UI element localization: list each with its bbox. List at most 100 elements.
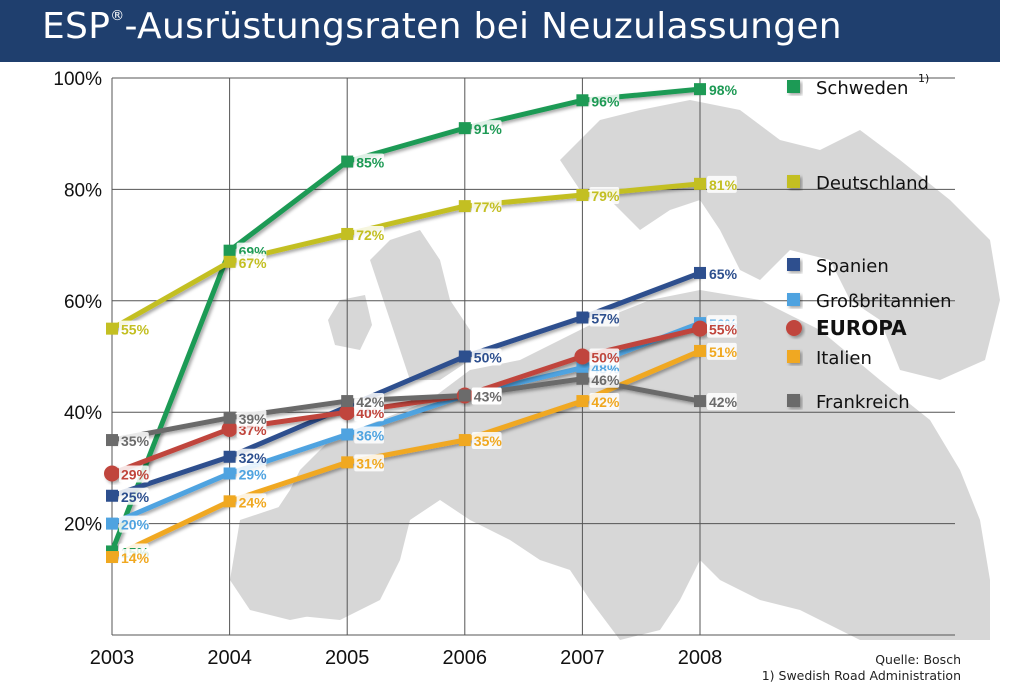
- marker-spanien: [458, 350, 471, 363]
- x-tick-label: 2006: [443, 647, 488, 669]
- data-label-grossbritannien: 29%: [239, 466, 268, 482]
- data-label-frankreich: 35%: [121, 433, 150, 449]
- data-label-bg: [707, 175, 737, 193]
- data-label-bg: [589, 348, 620, 366]
- data-label-bg: [236, 465, 267, 483]
- legend-item-frankreich: Frankreich: [787, 392, 910, 413]
- data-label-bg: [471, 348, 502, 366]
- data-label-deutschland: 55%: [121, 322, 150, 338]
- data-label-bg: [119, 515, 149, 533]
- data-label-spanien: 25%: [121, 489, 150, 505]
- data-label-schweden: 85%: [356, 155, 385, 171]
- marker-grossbritannien: [341, 428, 354, 441]
- data-label-frankreich: 43%: [474, 388, 503, 404]
- data-label-italien: 35%: [474, 433, 503, 449]
- data-label-europa: 55%: [709, 322, 738, 338]
- data-label-grossbritannien: 36%: [356, 427, 385, 443]
- marker-italien: [223, 495, 236, 508]
- legend-label: Deutschland: [816, 173, 929, 194]
- marker-deutschland: [106, 322, 118, 335]
- map-ireland: [328, 295, 372, 350]
- data-label-bg: [471, 432, 502, 450]
- marker-grossbritannien: [223, 467, 236, 480]
- marker-italien: [458, 434, 471, 447]
- legend-marker: [787, 293, 800, 306]
- data-label-bg: [354, 393, 384, 411]
- marker-deutschland: [223, 255, 236, 268]
- data-label-bg: [589, 370, 620, 388]
- data-label-bg: [119, 487, 149, 505]
- data-label-frankreich: 46%: [591, 372, 620, 388]
- y-tick-label: 60%: [64, 292, 102, 313]
- data-label-schweden: 96%: [591, 93, 620, 109]
- legend-item-grossbritannien: Großbritannien: [787, 291, 952, 312]
- marker-deutschland: [458, 200, 471, 213]
- marker-italien: [106, 551, 118, 564]
- marker-deutschland: [341, 227, 354, 240]
- marker-italien: [341, 456, 354, 469]
- legend-item-europa: EUROPA: [786, 316, 907, 340]
- data-label-spanien: 32%: [239, 450, 268, 466]
- data-label-bg: [471, 120, 502, 138]
- data-label-spanien: 65%: [709, 266, 738, 282]
- x-tick-label: 2005: [325, 647, 370, 669]
- series-markers: [104, 83, 708, 564]
- y-tick-label: 20%: [64, 515, 102, 536]
- marker-europa: [221, 420, 238, 437]
- title-rest: -Ausrüstungsraten bei Neuzulassungen: [124, 6, 842, 47]
- x-tick-label: 2007: [560, 647, 605, 669]
- data-label-grossbritannien: 20%: [121, 517, 150, 533]
- data-label-bg: [119, 320, 149, 338]
- data-label-bg: [236, 493, 267, 511]
- data-label-bg: [707, 393, 737, 411]
- legend-marker: [787, 175, 800, 188]
- data-label-bg: [707, 320, 737, 338]
- series-line-italien: [109, 348, 703, 560]
- marker-schweden: [576, 94, 589, 107]
- legend-label: Schweden: [816, 78, 908, 99]
- data-label-deutschland: 79%: [591, 188, 620, 204]
- legend-label: Großbritannien: [816, 291, 952, 312]
- data-label-deutschland: 72%: [356, 227, 385, 243]
- data-label-bg: [707, 264, 737, 282]
- data-label-bg: [589, 393, 620, 411]
- data-label-bg: [589, 186, 620, 204]
- marker-grossbritannien: [576, 361, 589, 374]
- header-bar: ESP®-Ausrüstungsraten bei Neuzulassungen: [0, 0, 1000, 62]
- data-label-schweden: 91%: [474, 121, 503, 137]
- marker-spanien: [106, 489, 118, 502]
- data-label-bg: [471, 387, 502, 405]
- marker-frankreich: [694, 395, 706, 408]
- marker-frankreich: [458, 389, 471, 402]
- data-label-spanien: 57%: [591, 311, 620, 327]
- data-label-bg: [236, 448, 267, 466]
- data-label-schweden: 98%: [709, 82, 738, 98]
- marker-spanien: [576, 311, 589, 324]
- legend-marker: [787, 394, 800, 407]
- data-label-bg: [471, 198, 502, 216]
- marker-italien: [694, 344, 706, 357]
- x-tick-label: 2003: [90, 647, 135, 669]
- marker-schweden: [694, 83, 706, 96]
- data-label-bg: [707, 81, 737, 99]
- legend-footnote: 1): [918, 72, 929, 85]
- data-label-bg: [119, 549, 149, 567]
- y-tick-label: 80%: [64, 180, 102, 201]
- x-tick-label: 2004: [207, 647, 252, 669]
- y-tick-label: 100%: [53, 69, 102, 90]
- data-label-italien: 14%: [121, 550, 150, 566]
- data-label-frankreich: 42%: [356, 394, 385, 410]
- marker-schweden: [458, 122, 471, 135]
- data-label-italien: 24%: [239, 494, 268, 510]
- marker-grossbritannien: [106, 517, 118, 530]
- legend-item-deutschland: Deutschland: [787, 173, 929, 194]
- data-label-bg: [707, 342, 737, 360]
- legend-marker: [786, 320, 802, 336]
- data-label-deutschland: 67%: [239, 255, 268, 271]
- data-label-bg: [119, 432, 149, 450]
- legend-item-schweden: Schweden 1): [787, 72, 929, 99]
- marker-spanien: [223, 450, 236, 463]
- marker-europa: [104, 465, 120, 482]
- europe-map-background: [230, 100, 1000, 640]
